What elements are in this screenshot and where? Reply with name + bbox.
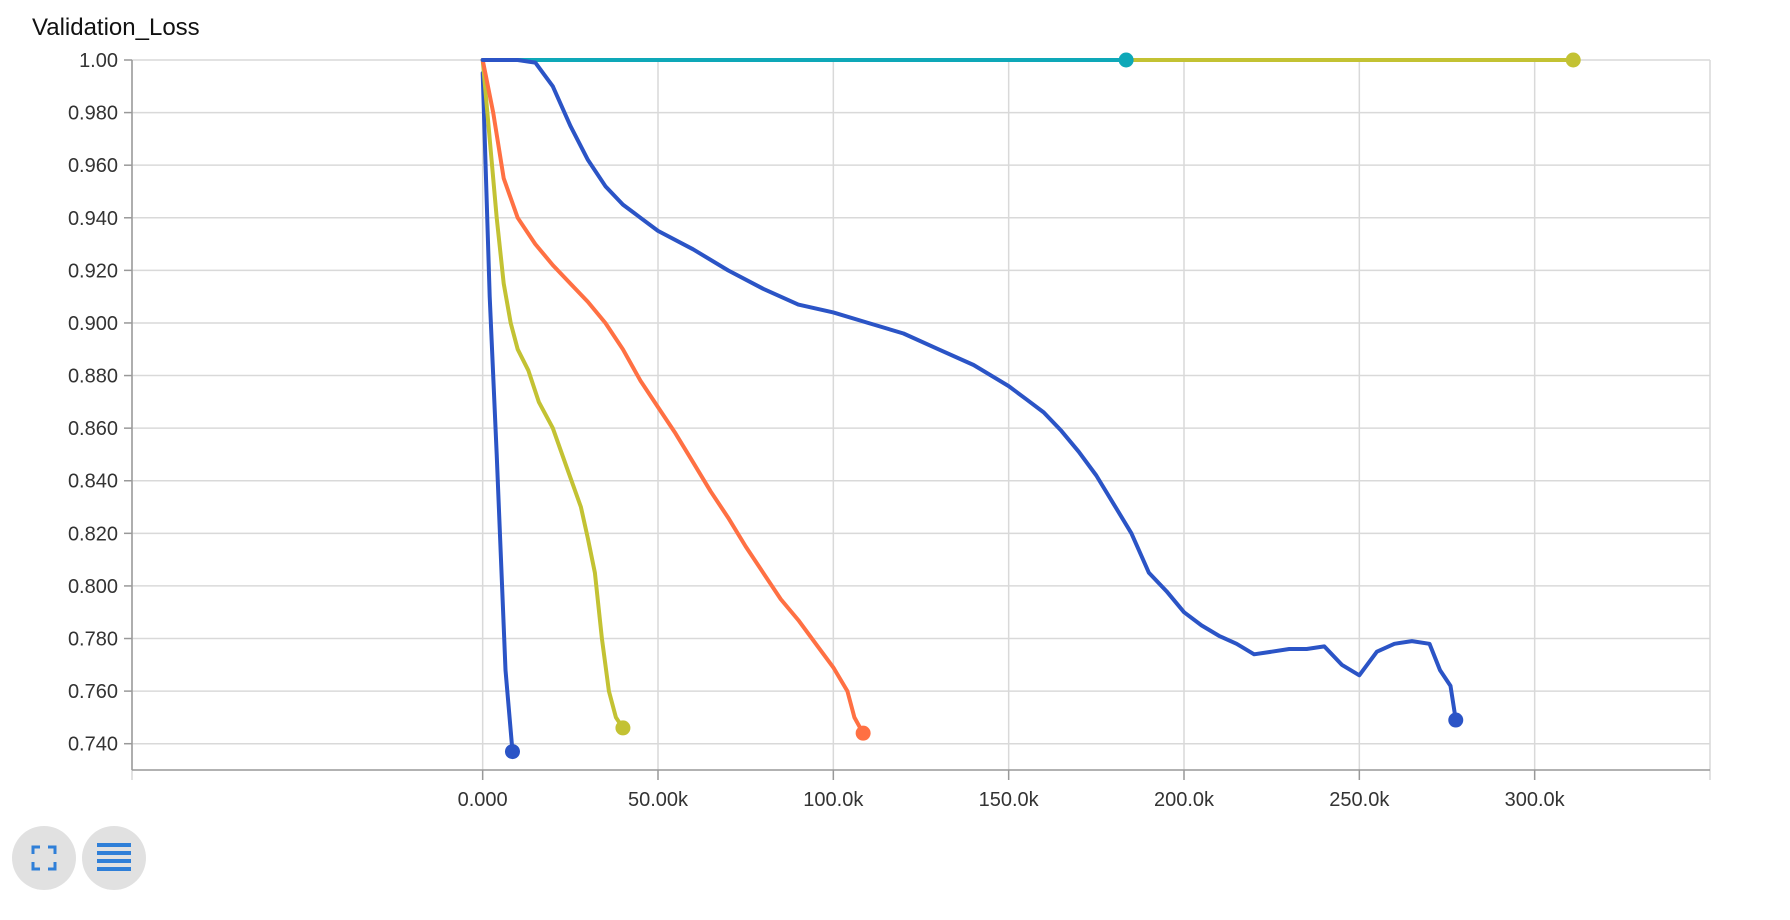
x-tick-label: 0.000 [458,789,508,811]
y-tick-label: 0.800 [68,576,118,598]
series-lines [480,58,1576,754]
y-tick-label: 0.960 [68,155,118,177]
y-tick-label: 0.920 [68,260,118,282]
x-tick-label: 150.0k [979,789,1040,811]
grid [131,59,1711,780]
series-endpoint-2 [504,744,520,760]
series-line-4 [480,58,866,736]
y-tick-label: 0.880 [68,366,118,388]
y-tick-label: 1.00 [79,50,118,72]
y-tick-label: 0.840 [68,471,118,493]
x-tick-label: 200.0k [1154,789,1215,811]
series-endpoint-3 [615,720,631,736]
series-endpoint-0 [1565,52,1581,68]
series-line-2 [480,71,515,754]
series-endpoint-1 [1118,52,1134,68]
series-endpoint-4 [855,725,871,741]
series-line-5 [480,58,1458,722]
y-tick-label: 0.820 [68,523,118,545]
y-tick-label: 0.980 [68,103,118,125]
chart-title: Validation_Loss [32,14,200,41]
expand-icon [31,845,57,871]
list-icon [97,843,131,871]
expand-chart-button[interactable] [12,826,76,890]
y-tick-label: 0.740 [68,734,118,756]
y-tick-label: 0.940 [68,208,118,230]
series-line-3 [480,58,625,730]
axes: 1.00 0.980 0.960 0.940 0.920 0.900 0.880 0.860 0… [68,50,1710,811]
series-endpoint-5 [1448,712,1464,728]
y-tick-label: 0.760 [68,681,118,703]
y-tick-label: 0.780 [68,629,118,651]
y-tick-label: 0.900 [68,313,118,335]
x-tick-label: 250.0k [1329,789,1390,811]
x-tick-label: 50.00k [628,789,689,811]
toggle-data-table-button[interactable] [82,826,146,890]
x-tick-label: 300.0k [1505,789,1566,811]
y-tick-label: 0.860 [68,418,118,440]
series-endpoints [504,52,1581,760]
x-tick-label: 100.0k [803,789,864,811]
